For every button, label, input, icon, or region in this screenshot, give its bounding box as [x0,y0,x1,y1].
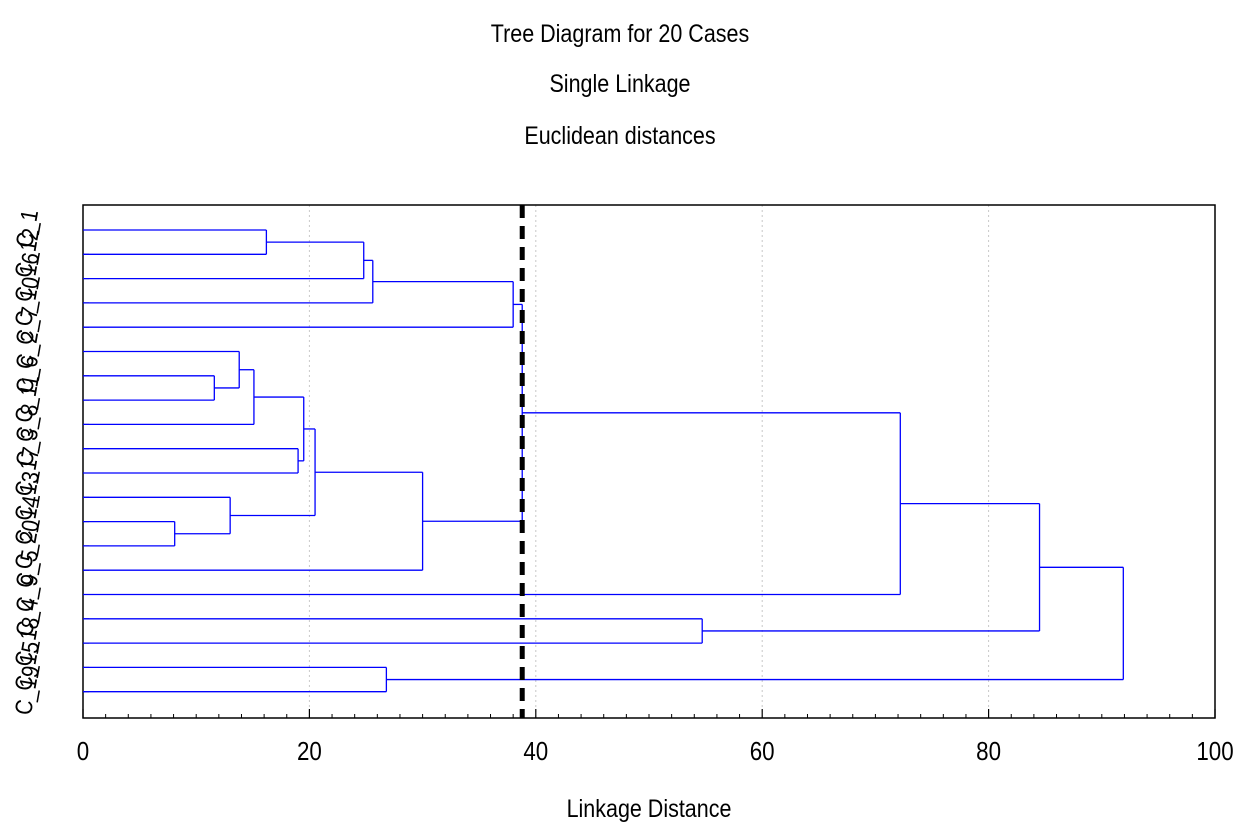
leaf-label: C_1 [11,208,44,250]
leaf-label: C_9 [11,572,44,614]
leaf-label: C_6 [11,353,44,395]
grid-layer [308,205,990,718]
x-tick-label: 40 [523,737,548,766]
x-tick-label: 20 [297,737,322,766]
leaf-label: C_3 [11,426,44,468]
leaf-label: C_2 [11,329,44,371]
leaf-label: C_5 [11,548,44,590]
chart-subtitle-distance: Euclidean distances [524,122,716,150]
chart-title: Tree Diagram for 20 Cases [490,20,750,48]
x-tick-label: 60 [750,737,775,766]
ticks-layer: 0 20 40 60 80 100 [77,229,1234,766]
leaf-label: C_8 [11,402,44,444]
chart-subtitle-linkage: Single Linkage [549,70,691,98]
tree-layer [83,229,1124,693]
x-tick-label: 100 [1196,737,1233,766]
leaf-label: C_7 [11,305,44,347]
plot-frame [82,204,1216,719]
labels-layer: C_1C_12C_16C_10C_7C_2C_6C_11C_8C_3C_17C_… [10,208,45,717]
x-axis-title: Linkage Distance [567,794,732,822]
leaf-label: C_4 [11,596,44,638]
x-tick-label: 80 [976,737,1001,766]
x-tick-label: 0 [77,737,89,766]
